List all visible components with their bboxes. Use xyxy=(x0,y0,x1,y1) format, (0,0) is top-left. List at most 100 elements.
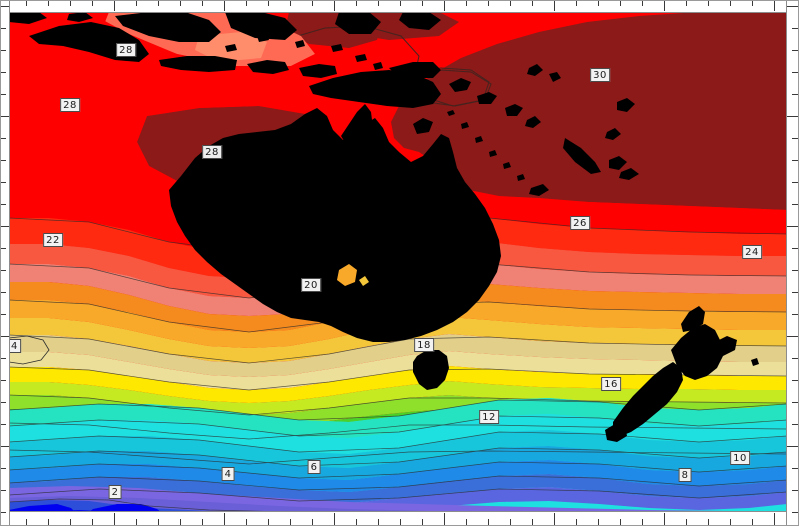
axis-minor-tick xyxy=(792,358,798,359)
contour-label-18: 18 xyxy=(414,338,434,352)
axis-minor-tick xyxy=(1,380,6,381)
axis-major-tick xyxy=(554,1,555,11)
axis-major-tick xyxy=(224,513,225,525)
axis-major-tick xyxy=(774,513,775,525)
axis-bottom[interactable] xyxy=(0,511,799,526)
axis-minor-tick xyxy=(792,424,798,425)
axis-minor-tick xyxy=(202,519,203,525)
contour-label-26: 26 xyxy=(570,216,590,230)
axis-minor-tick xyxy=(792,50,798,51)
axis-minor-tick xyxy=(708,1,709,6)
deep-blue-patches xyxy=(9,504,161,512)
axis-minor-tick xyxy=(246,1,247,6)
axis-minor-tick xyxy=(1,138,6,139)
axis-minor-tick xyxy=(510,1,511,6)
axis-major-tick xyxy=(114,1,115,11)
axis-major-tick xyxy=(1,336,9,337)
contour-label-24: 24 xyxy=(742,245,762,259)
axis-major-tick xyxy=(444,513,445,525)
axis-minor-tick xyxy=(488,1,489,6)
axis-minor-tick xyxy=(246,519,247,525)
axis-minor-tick xyxy=(1,424,6,425)
contour-label-16: 16 xyxy=(601,377,621,391)
axis-minor-tick xyxy=(466,519,467,525)
axis-major-tick xyxy=(334,1,335,11)
axis-minor-tick xyxy=(792,138,798,139)
axis-minor-tick xyxy=(792,292,798,293)
axis-minor-tick xyxy=(598,1,599,6)
axis-major-tick xyxy=(554,513,555,525)
axis-minor-tick xyxy=(356,1,357,6)
axis-minor-tick xyxy=(92,519,93,525)
axis-major-tick xyxy=(774,1,775,11)
axis-minor-tick xyxy=(792,402,798,403)
axis-major-tick xyxy=(1,116,9,117)
axis-minor-tick xyxy=(1,490,6,491)
axis-minor-tick xyxy=(290,1,291,6)
axis-minor-tick xyxy=(686,519,687,525)
axis-minor-tick xyxy=(1,402,6,403)
axis-minor-tick xyxy=(686,1,687,6)
axis-minor-tick xyxy=(48,1,49,6)
axis-minor-tick xyxy=(1,50,6,51)
axis-minor-tick xyxy=(532,519,533,525)
contour-label-20: 20 xyxy=(301,278,321,292)
axis-major-tick xyxy=(4,1,5,11)
contour-label-12: 12 xyxy=(479,410,499,424)
axis-minor-tick xyxy=(1,94,6,95)
axis-minor-tick xyxy=(48,519,49,525)
axis-minor-tick xyxy=(70,519,71,525)
axis-minor-tick xyxy=(1,248,6,249)
axis-minor-tick xyxy=(792,94,798,95)
axis-minor-tick xyxy=(312,519,313,525)
axis-minor-tick xyxy=(312,1,313,6)
contour-label-22: 22 xyxy=(43,233,63,247)
axis-minor-tick xyxy=(510,519,511,525)
axis-minor-tick xyxy=(792,248,798,249)
axis-minor-tick xyxy=(1,160,6,161)
axis-major-tick xyxy=(1,6,9,7)
axis-minor-tick xyxy=(532,1,533,6)
axis-minor-tick xyxy=(792,490,798,491)
axis-minor-tick xyxy=(642,519,643,525)
axis-minor-tick xyxy=(792,380,798,381)
axis-minor-tick xyxy=(136,1,137,6)
axis-minor-tick xyxy=(202,1,203,6)
axis-major-tick xyxy=(664,1,665,11)
axis-minor-tick xyxy=(136,519,137,525)
axis-minor-tick xyxy=(488,519,489,525)
axis-minor-tick xyxy=(620,1,621,6)
axis-right[interactable] xyxy=(786,0,799,526)
axis-major-tick xyxy=(334,513,335,525)
axis-minor-tick xyxy=(26,519,27,525)
contour-label-10: 10 xyxy=(730,451,750,465)
axis-minor-tick xyxy=(268,1,269,6)
axis-minor-tick xyxy=(730,519,731,525)
axis-minor-tick xyxy=(26,1,27,6)
axis-minor-tick xyxy=(708,519,709,525)
contour-label-4: 4 xyxy=(221,467,235,481)
axis-minor-tick xyxy=(378,519,379,525)
axis-minor-tick xyxy=(598,519,599,525)
axis-minor-tick xyxy=(792,270,798,271)
axis-minor-tick xyxy=(180,1,181,6)
axis-minor-tick xyxy=(642,1,643,6)
axis-minor-tick xyxy=(422,1,423,6)
contour-label-30: 30 xyxy=(590,68,610,82)
axis-major-tick xyxy=(1,226,9,227)
axis-minor-tick xyxy=(356,519,357,525)
map-plot-area[interactable] xyxy=(9,12,787,512)
axis-minor-tick xyxy=(792,204,798,205)
axis-minor-tick xyxy=(92,1,93,6)
axis-minor-tick xyxy=(1,204,6,205)
axis-minor-tick xyxy=(70,1,71,6)
axis-minor-tick xyxy=(1,292,6,293)
axis-minor-tick xyxy=(268,519,269,525)
axis-minor-tick xyxy=(378,1,379,6)
axis-minor-tick xyxy=(1,182,6,183)
axis-minor-tick xyxy=(1,270,6,271)
axis-minor-tick xyxy=(1,512,6,513)
axis-major-tick xyxy=(4,513,5,525)
axis-minor-tick xyxy=(422,519,423,525)
